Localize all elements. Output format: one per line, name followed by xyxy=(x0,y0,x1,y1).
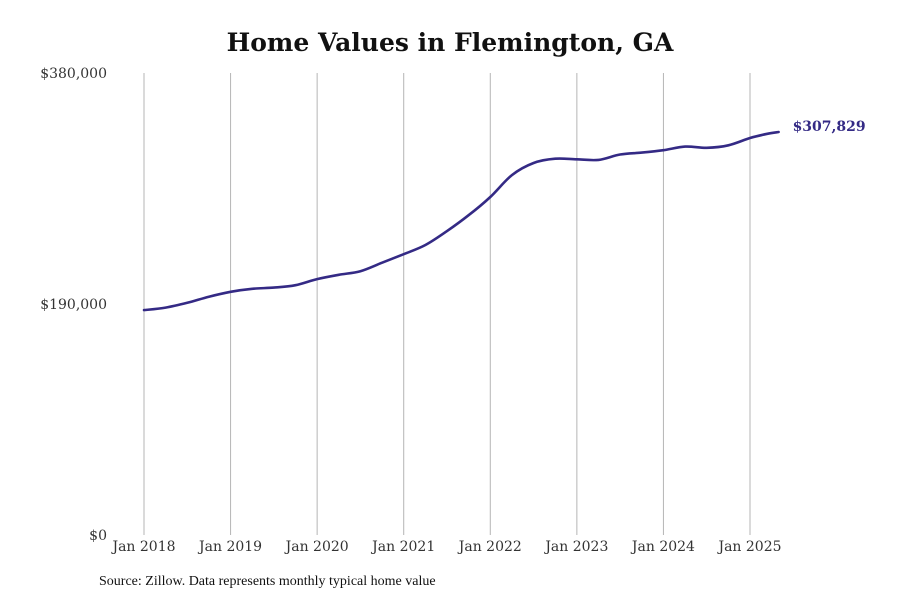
y-tick-label: $380,000 xyxy=(40,66,107,82)
series-line xyxy=(142,130,780,312)
y-tick-label: $190,000 xyxy=(40,297,107,313)
x-tick-label: Jan 2018 xyxy=(110,539,175,555)
x-tick-label: Jan 2023 xyxy=(543,539,608,555)
data-label-layer: $307,829 xyxy=(793,119,866,135)
chart-title: Home Values in Flemington, GA xyxy=(226,28,674,57)
source-note: Source: Zillow. Data represents monthly … xyxy=(99,574,436,589)
x-tick-label: Jan 2020 xyxy=(284,539,349,555)
grid-layer xyxy=(143,73,751,535)
x-axis-tick-labels: Jan 2018 Jan 2019 Jan 2020 Jan 2021 Jan 2022… xyxy=(110,539,781,555)
end-value-label: $307,829 xyxy=(793,119,866,135)
x-tick-label: Jan 2021 xyxy=(370,539,435,555)
x-tick-label: Jan 2025 xyxy=(716,539,781,555)
y-axis-tick-labels: $0 $190,000 $380,000 xyxy=(40,66,107,544)
y-tick-label: $0 xyxy=(89,528,107,544)
x-tick-label: Jan 2024 xyxy=(630,539,695,555)
series-layer xyxy=(142,130,780,312)
x-tick-label: Jan 2019 xyxy=(197,539,262,555)
x-tick-label: Jan 2022 xyxy=(457,539,522,555)
